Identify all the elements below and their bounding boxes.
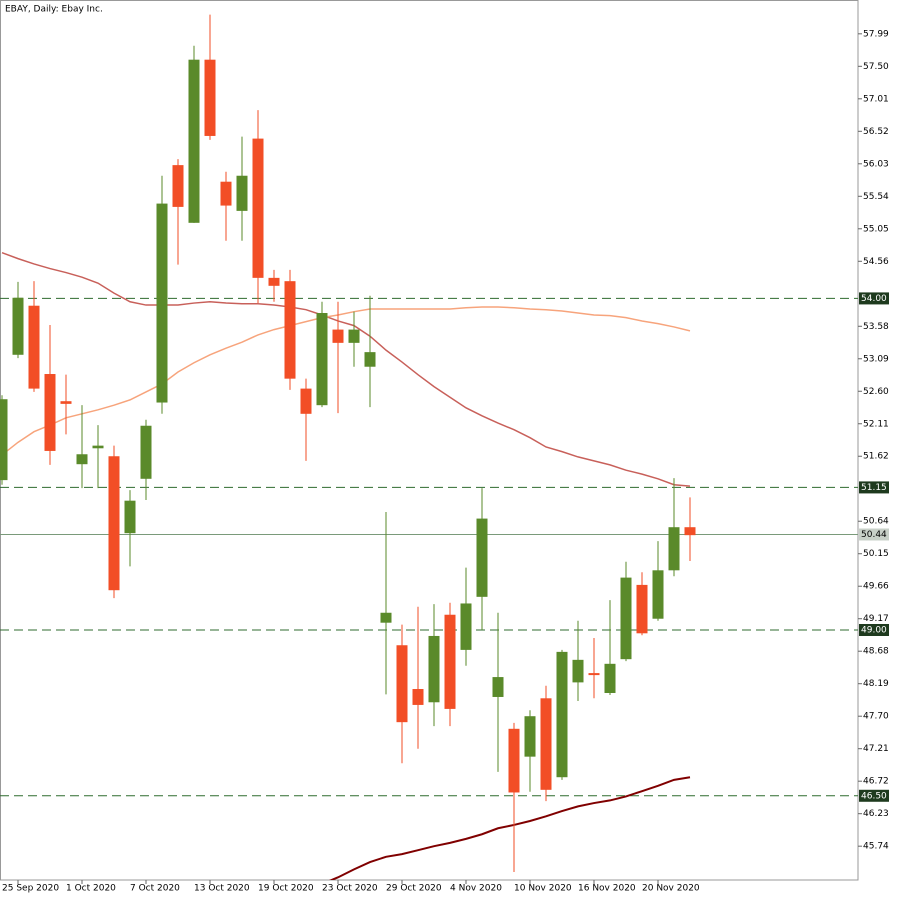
level-label-box <box>859 789 889 802</box>
y-tick-label: 57.99 <box>863 29 889 39</box>
x-tick-label: 23 Oct 2020 <box>322 884 378 894</box>
candle-body <box>76 454 88 465</box>
y-tick-label: 56.03 <box>863 159 889 169</box>
candle-body <box>156 203 168 403</box>
chart-title: EBAY, Daily: Ebay Inc. <box>5 5 103 15</box>
candle-body <box>188 59 200 223</box>
y-tick-label: 47.21 <box>863 744 889 754</box>
moving-average <box>328 776 691 880</box>
candle-body <box>92 445 104 449</box>
candle-body <box>348 329 360 343</box>
x-tick-label: 4 Nov 2020 <box>450 884 502 894</box>
x-tick-label: 20 Nov 2020 <box>642 884 700 894</box>
candle-body <box>60 401 72 404</box>
candle-body <box>492 677 504 697</box>
candle-body <box>268 277 280 286</box>
y-tick-label: 53.09 <box>863 354 889 364</box>
candle-body <box>380 612 392 623</box>
y-tick-label: 54.56 <box>863 257 889 267</box>
level-label: 46.50 <box>861 791 887 801</box>
y-tick-label: 55.54 <box>863 192 889 202</box>
y-tick-label: 45.74 <box>863 842 889 852</box>
candle-body <box>444 614 456 709</box>
x-tick-label: 13 Oct 2020 <box>194 884 250 894</box>
y-tick-label: 48.19 <box>863 679 889 689</box>
plot-area <box>0 14 858 880</box>
y-tick-label: 53.58 <box>863 322 889 332</box>
level-label: 51.15 <box>861 483 887 493</box>
candle-body <box>508 728 520 793</box>
y-tick-label: 55.05 <box>863 224 889 234</box>
candle-body <box>364 352 376 367</box>
x-tick-label: 19 Oct 2020 <box>258 884 314 894</box>
y-tick-label: 52.11 <box>863 419 889 429</box>
candle-body <box>556 651 568 778</box>
candle-body <box>460 603 472 650</box>
candle-body <box>0 399 8 481</box>
moving-average <box>1 306 691 456</box>
candle-body <box>140 425 152 479</box>
candle-body <box>12 297 24 355</box>
candle-body <box>684 527 696 536</box>
candle-body <box>300 388 312 414</box>
y-tick-label: 57.50 <box>863 62 889 72</box>
candle-body <box>652 570 664 619</box>
y-tick-label: 57.01 <box>863 94 889 104</box>
level-label: 54.00 <box>861 294 887 304</box>
candle-body <box>588 673 600 676</box>
candle-body <box>636 584 648 634</box>
x-tick-label: 29 Oct 2020 <box>386 884 442 894</box>
x-tick-label: 7 Oct 2020 <box>130 884 180 894</box>
x-tick-label: 16 Nov 2020 <box>578 884 636 894</box>
y-tick-label: 48.68 <box>863 647 889 657</box>
x-tick-label: 25 Sep 2020 <box>2 884 59 894</box>
y-tick-label: 50.15 <box>863 549 889 559</box>
candle-body <box>124 500 136 534</box>
y-tick-label: 47.70 <box>863 712 889 722</box>
y-tick-label: 46.23 <box>863 809 889 819</box>
candle-body <box>284 281 296 379</box>
plot-frame <box>0 0 859 881</box>
level-label-box <box>859 292 889 305</box>
candle-body <box>172 165 184 207</box>
y-tick-label: 51.62 <box>863 452 889 462</box>
y-tick-label: 52.60 <box>863 387 889 397</box>
candle-body <box>572 659 584 683</box>
candle-body <box>108 456 120 591</box>
candle-body <box>220 181 232 206</box>
moving-average <box>1 251 691 487</box>
candle-body <box>236 175 248 211</box>
y-tick-label: 56.52 <box>863 127 889 137</box>
candle-body <box>604 663 616 693</box>
candle-body <box>316 313 328 406</box>
y-tick-label: 50.64 <box>863 517 889 527</box>
last-price-label: 50.44 <box>861 530 887 540</box>
level-label-box <box>859 481 889 494</box>
candle-body <box>44 374 56 451</box>
level-label: 49.00 <box>861 625 887 635</box>
candle-body <box>28 305 40 389</box>
x-tick-label: 1 Oct 2020 <box>66 884 116 894</box>
candle-body <box>540 698 552 790</box>
candle-body <box>332 329 344 343</box>
x-tick-label: 10 Nov 2020 <box>514 884 572 894</box>
y-tick-label: 46.72 <box>863 777 889 787</box>
y-tick-label: 49.66 <box>863 582 889 592</box>
candle-body <box>204 59 216 136</box>
candle-body <box>620 577 632 660</box>
candle-body <box>524 716 536 757</box>
y-tick-label: 49.17 <box>863 614 889 624</box>
last-price-box <box>859 528 889 541</box>
candle-body <box>412 689 424 705</box>
candle-body <box>476 518 488 597</box>
candle-body <box>252 138 264 278</box>
level-label-box <box>859 623 889 636</box>
candle-body <box>668 527 680 571</box>
candle-body <box>428 635 440 703</box>
candle-body <box>396 645 408 723</box>
